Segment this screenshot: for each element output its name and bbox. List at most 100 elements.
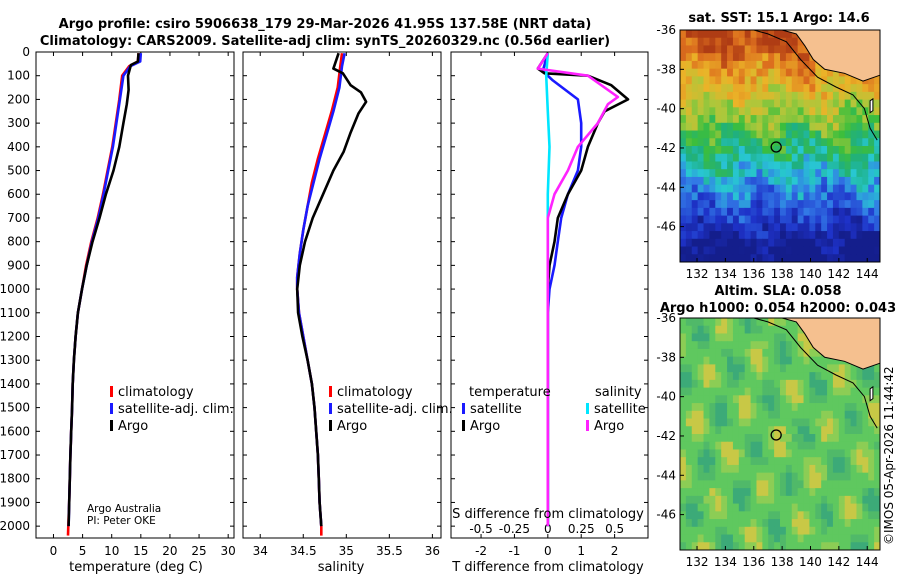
sla-map-title2: Argo h1000: 0.054 h2000: 0.043	[660, 301, 896, 316]
ytick-label: 500	[7, 164, 30, 178]
sdiff-tick-label: -0.25	[499, 522, 530, 536]
credits-line2: PI: Peter OKE	[87, 515, 156, 527]
xtick-label: -1	[508, 544, 520, 558]
lon-tick-label: 138	[771, 267, 794, 281]
lat-tick-label: -38	[656, 350, 676, 364]
ytick-label: 0	[22, 45, 30, 59]
lon-tick-label: 142	[827, 267, 850, 281]
legend-label-s-satellite: satellite	[594, 402, 646, 417]
ytick-label: 1200	[0, 329, 30, 343]
lat-tick-label: -42	[656, 141, 676, 155]
xtick-label: 2	[611, 544, 619, 558]
series-line-argo	[67, 53, 140, 527]
salinity-legend: climatology satellite-adj. clim. Argo	[329, 385, 453, 434]
xtick-label: 5	[79, 544, 87, 558]
xtick-label: 0	[50, 544, 58, 558]
lat-tick-label: -40	[656, 102, 676, 116]
xtick-label: 35.5	[376, 544, 403, 558]
lat-tick-label: -36	[656, 23, 676, 37]
legend-label-t-satellite: satellite	[470, 402, 522, 417]
salinity-xlabel: salinity	[318, 560, 365, 575]
xtick-label: 34	[253, 544, 268, 558]
lon-tick-label: 134	[714, 555, 737, 569]
map-frame	[679, 29, 881, 263]
legend-swatch-satellite	[110, 403, 113, 414]
tdiff-xlabel: T difference from climatology	[451, 560, 644, 575]
ytick-label: 300	[7, 116, 30, 130]
xtick-label: 0	[544, 544, 552, 558]
salinity-panel: 34 34.5 35 35.5 36	[242, 51, 442, 558]
legend-label-argo: Argo	[118, 419, 148, 434]
lon-tick-label: 136	[742, 555, 765, 569]
difference-panel: -2 -1 0 1 2 -0.5 -0.25 0 0.25 0.5	[450, 51, 649, 558]
axes-frame	[35, 51, 235, 539]
header-line1: Argo profile: csiro 5906638_179 29-Mar-2…	[59, 17, 592, 32]
axes-frame	[242, 51, 442, 539]
shelf-contour	[753, 317, 878, 429]
xtick-label: 35	[339, 544, 354, 558]
series-line-argo	[295, 52, 368, 527]
legend-swatch-satellite	[329, 403, 332, 414]
xtick-label: 36	[425, 544, 440, 558]
legend-swatch-s-argo	[586, 420, 589, 431]
lon-tick-label: 136	[742, 267, 765, 281]
legend-swatch-s-satellite	[586, 403, 589, 414]
ytick-label: 1700	[0, 448, 30, 462]
lat-tick-label: -46	[656, 220, 676, 234]
lat-tick-label: -44	[656, 180, 676, 194]
legend-swatch-argo	[110, 420, 113, 431]
ytick-label: 900	[7, 258, 30, 272]
xtick-label: 30	[221, 544, 236, 558]
map-frame	[679, 317, 881, 551]
sla-map: 132 134 136 138 140 142 144 -36 -38 -40 -42 -44 -46	[656, 311, 881, 569]
temperature-xlabel: temperature (deg C)	[69, 560, 203, 575]
xtick-label: 10	[104, 544, 119, 558]
ytick-label: 700	[7, 211, 30, 225]
ytick-label: 200	[7, 92, 30, 106]
legend-label-climatology: climatology	[118, 385, 194, 400]
xtick-label: 34.5	[290, 544, 317, 558]
lon-tick-label: 142	[827, 555, 850, 569]
island-king	[869, 97, 874, 114]
legend-label-s-argo: Argo	[594, 419, 624, 434]
sdiff-tick-label: 0.5	[605, 522, 624, 536]
lat-tick-label: -42	[656, 429, 676, 443]
sla-map-title1: Altim. SLA: 0.058	[715, 284, 842, 299]
xtick-label: 25	[191, 544, 206, 558]
lat-tick-label: -36	[656, 311, 676, 325]
ytick-label: 1800	[0, 472, 30, 486]
lat-tick-label: -38	[656, 62, 676, 76]
lat-tick-label: -44	[656, 468, 676, 482]
sdiff-tick-label: 0.25	[568, 522, 595, 536]
credits-line1: Argo Australia	[87, 503, 161, 515]
legend-label-argo: Argo	[337, 419, 367, 434]
ytick-label: 800	[7, 235, 30, 249]
legend-swatch-climatology	[329, 386, 332, 397]
ytick-label: 1000	[0, 282, 30, 296]
lat-tick-label: -46	[656, 508, 676, 522]
xtick-label: 20	[162, 544, 177, 558]
header-line2: Climatology: CARS2009. Satellite-adj cli…	[40, 34, 610, 49]
sdiff-tick-label: 0	[544, 522, 552, 536]
legend-header-salinity: salinity	[595, 385, 642, 400]
ytick-label: 1500	[0, 401, 30, 415]
lon-tick-label: 140	[799, 555, 822, 569]
ytick-label: 1100	[0, 306, 30, 320]
ytick-label: 600	[7, 187, 30, 201]
temperature-legend: climatology satellite-adj. clim. Argo	[110, 385, 234, 434]
ytick-label: 1900	[0, 495, 30, 509]
xtick-label: 1	[577, 544, 585, 558]
sst-map-title: sat. SST: 15.1 Argo: 14.6	[688, 11, 869, 26]
lon-tick-label: 132	[686, 555, 709, 569]
legend-swatch-climatology	[110, 386, 113, 397]
xtick-label: -2	[475, 544, 487, 558]
ytick-label: 400	[7, 140, 30, 154]
series-line-s-argo	[536, 52, 620, 527]
imos-watermark: ©IMOS 05-Apr-2026 11:44:42	[882, 366, 896, 545]
lat-tick-label: -40	[656, 390, 676, 404]
legend-swatch-t-argo	[462, 420, 465, 431]
legend-swatch-argo	[329, 420, 332, 431]
argo-float-marker	[770, 429, 782, 441]
xtick-label: 15	[133, 544, 148, 558]
